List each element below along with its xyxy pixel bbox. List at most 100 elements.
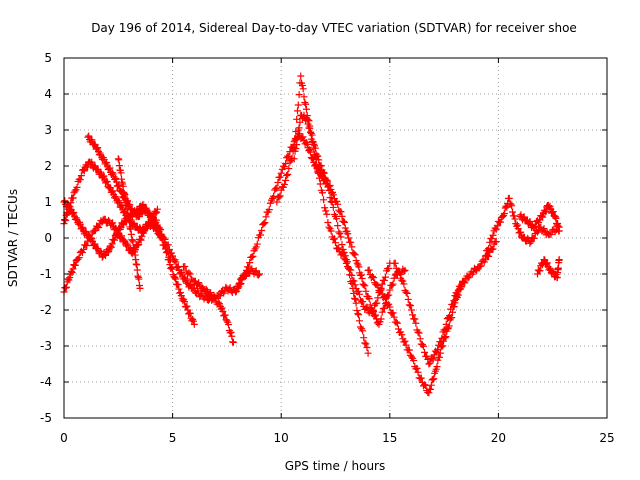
data-point-trail <box>372 311 380 319</box>
data-point-trail <box>404 295 412 303</box>
data-point-trail <box>380 293 388 301</box>
y-tick-label: -3 <box>40 339 52 353</box>
data-point-trail <box>140 229 148 237</box>
data-point-trail <box>365 295 373 303</box>
data-point-trail <box>390 274 398 282</box>
data-point-trail <box>299 133 307 141</box>
data-point-trail <box>195 289 203 297</box>
data-point-trail <box>405 346 413 354</box>
data-point-trail <box>267 196 275 204</box>
data-point <box>190 320 198 328</box>
data-point-trail <box>340 218 348 226</box>
data-point-trail <box>365 266 373 274</box>
data-point-trail <box>370 274 378 282</box>
data-series <box>179 262 237 346</box>
data-point-trail <box>215 300 223 308</box>
data-point-trail <box>119 221 127 229</box>
data-point-trail <box>508 202 516 210</box>
data-point-trail <box>376 287 384 295</box>
data-point-trail <box>115 181 123 189</box>
data-point-trail <box>493 222 501 230</box>
data-point-trail <box>438 334 446 342</box>
data-point-trail <box>307 128 315 136</box>
data-point-trail <box>188 275 196 283</box>
data-point-trail <box>352 257 360 265</box>
data-point-trail <box>350 277 358 285</box>
data-point-trail <box>170 257 178 265</box>
data-point-trail <box>293 141 301 149</box>
data-series <box>364 238 500 397</box>
data-point-trail <box>176 289 184 297</box>
data-point-trail <box>95 224 103 232</box>
data-point-trail <box>261 219 269 227</box>
data-point-trail <box>374 282 382 290</box>
data-point-trail <box>122 201 130 209</box>
data-point-trail <box>168 265 176 273</box>
data-series <box>273 72 409 328</box>
data-point-trail <box>101 215 109 223</box>
data-point-trail <box>464 274 472 282</box>
data-point-trail <box>351 295 359 303</box>
data-point-trail <box>172 275 180 283</box>
data-point-trail <box>509 208 517 216</box>
data-point-trail <box>330 210 338 218</box>
y-tick-label: -1 <box>40 267 52 281</box>
data-point-trail <box>334 200 342 208</box>
data-point-trail <box>118 235 126 243</box>
data-point-trail <box>94 147 102 155</box>
data-point-trail <box>354 287 362 295</box>
data-point-trail <box>134 208 142 216</box>
data-point-trail <box>133 266 141 274</box>
data-point-trail <box>492 225 500 233</box>
data-point-trail <box>333 197 341 205</box>
data-point-trail <box>379 294 387 302</box>
data-point-trail <box>102 160 110 168</box>
data-point-trail <box>325 182 333 190</box>
data-point-trail <box>329 203 337 211</box>
data-point-trail <box>555 227 563 235</box>
data-point-trail <box>293 107 301 115</box>
data-point-trail <box>211 294 219 302</box>
data-point-trail <box>406 302 414 310</box>
data-point-trail <box>195 279 203 287</box>
data-point-trail <box>437 338 445 346</box>
data-point-trail <box>123 240 131 248</box>
data-point <box>345 234 353 242</box>
data-point-trail <box>400 280 408 288</box>
y-tick-label: 4 <box>44 87 52 101</box>
data-point-trail <box>540 225 548 233</box>
data-point-trail <box>146 219 154 227</box>
data-point-trail <box>359 327 367 335</box>
data-point-trail <box>66 274 74 282</box>
data-point-trail <box>187 280 195 288</box>
data-point-trail <box>221 311 229 319</box>
data-point-trail <box>75 254 83 262</box>
data-point-trail <box>419 342 427 350</box>
data-point-trail <box>423 352 431 360</box>
data-point-trail <box>332 239 339 247</box>
x-tick-label: 25 <box>599 431 614 445</box>
data-point-trail <box>302 138 310 146</box>
data-point-trail <box>410 357 418 365</box>
data-point-trail <box>115 197 123 205</box>
data-point-trail <box>324 218 332 226</box>
data-point-trail <box>202 285 210 293</box>
data-point-trail <box>109 219 117 227</box>
data-point-trail <box>117 169 125 177</box>
data-point-trail <box>305 147 313 155</box>
data-point-trail <box>285 165 293 173</box>
data-point-trail <box>286 158 294 166</box>
data-point-trail <box>548 208 556 216</box>
data-point-trail <box>73 183 81 191</box>
data-point <box>277 169 285 177</box>
data-point-trail <box>179 297 187 305</box>
y-tick-label: -2 <box>40 303 52 317</box>
data-point-trail <box>427 385 435 393</box>
data-point-trail <box>97 217 105 225</box>
x-tick-label: 15 <box>382 431 397 445</box>
data-point-trail <box>341 224 349 232</box>
data-point-trail <box>167 264 175 272</box>
data-point-trail <box>347 238 355 246</box>
data-point-trail <box>299 85 307 93</box>
data-point <box>316 180 324 188</box>
